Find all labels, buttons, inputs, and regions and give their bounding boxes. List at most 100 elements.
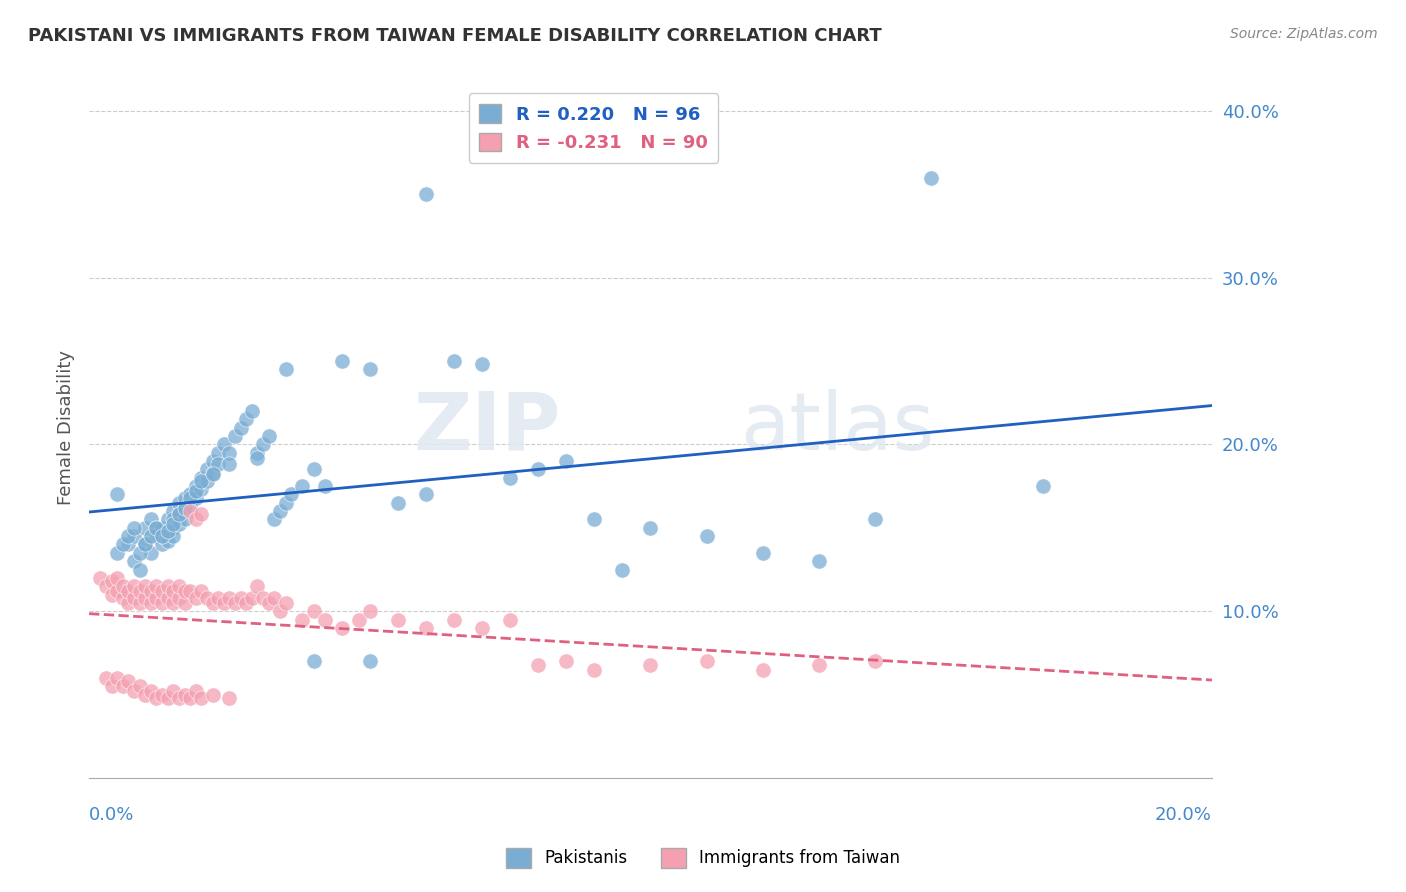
Point xyxy=(150,521,173,535)
Point xyxy=(201,466,224,480)
Point xyxy=(105,487,128,501)
Point xyxy=(162,684,184,698)
Point xyxy=(274,496,297,510)
Point xyxy=(612,562,634,576)
Point xyxy=(134,579,156,593)
Point xyxy=(212,437,235,451)
Point xyxy=(235,596,257,610)
Point xyxy=(167,508,190,522)
Point xyxy=(302,462,325,476)
Point xyxy=(752,546,775,560)
Point xyxy=(139,546,162,560)
Point xyxy=(314,479,336,493)
Point xyxy=(162,517,184,532)
Point xyxy=(235,412,257,426)
Point xyxy=(359,654,381,668)
Point xyxy=(190,474,212,488)
Point xyxy=(207,446,229,460)
Point xyxy=(240,591,263,605)
Point xyxy=(527,462,550,476)
Point xyxy=(555,654,578,668)
Point xyxy=(229,421,252,435)
Point xyxy=(145,521,167,535)
Text: PAKISTANI VS IMMIGRANTS FROM TAIWAN FEMALE DISABILITY CORRELATION CHART: PAKISTANI VS IMMIGRANTS FROM TAIWAN FEMA… xyxy=(28,27,882,45)
Point xyxy=(128,546,150,560)
Point xyxy=(100,574,122,589)
Point xyxy=(240,404,263,418)
Point xyxy=(184,479,207,493)
Point xyxy=(190,483,212,497)
Text: Source: ZipAtlas.com: Source: ZipAtlas.com xyxy=(1230,27,1378,41)
Point xyxy=(162,596,184,610)
Point xyxy=(179,584,201,599)
Point xyxy=(117,584,139,599)
Point xyxy=(190,584,212,599)
Point xyxy=(167,517,190,532)
Point xyxy=(117,596,139,610)
Point xyxy=(696,654,718,668)
Point xyxy=(920,170,942,185)
Point xyxy=(162,584,184,599)
Point xyxy=(94,671,117,685)
Point xyxy=(415,187,437,202)
Point xyxy=(291,479,314,493)
Point xyxy=(150,529,173,543)
Point xyxy=(145,529,167,543)
Point xyxy=(184,491,207,505)
Point xyxy=(257,596,280,610)
Point xyxy=(207,591,229,605)
Point xyxy=(190,690,212,705)
Point xyxy=(111,591,134,605)
Text: ZIP: ZIP xyxy=(413,389,561,467)
Point xyxy=(246,450,269,465)
Point xyxy=(195,462,218,476)
Point xyxy=(752,663,775,677)
Point xyxy=(257,429,280,443)
Point xyxy=(330,621,353,635)
Point xyxy=(302,654,325,668)
Point xyxy=(218,591,240,605)
Point xyxy=(122,579,145,593)
Point xyxy=(145,579,167,593)
Point xyxy=(105,584,128,599)
Point xyxy=(179,504,201,518)
Legend: Pakistanis, Immigrants from Taiwan: Pakistanis, Immigrants from Taiwan xyxy=(499,841,907,875)
Point xyxy=(302,604,325,618)
Point xyxy=(167,496,190,510)
Point xyxy=(139,529,162,543)
Text: 20.0%: 20.0% xyxy=(1156,806,1212,824)
Point xyxy=(179,499,201,513)
Point xyxy=(443,613,465,627)
Point xyxy=(218,446,240,460)
Point xyxy=(471,621,494,635)
Point xyxy=(156,690,179,705)
Point xyxy=(134,521,156,535)
Point xyxy=(201,454,224,468)
Point xyxy=(162,504,184,518)
Point xyxy=(190,471,212,485)
Point xyxy=(252,437,274,451)
Point xyxy=(359,604,381,618)
Point xyxy=(696,529,718,543)
Text: atlas: atlas xyxy=(741,389,935,467)
Point xyxy=(173,491,195,505)
Point xyxy=(280,487,302,501)
Point xyxy=(184,484,207,499)
Point xyxy=(111,679,134,693)
Point xyxy=(179,690,201,705)
Point xyxy=(128,562,150,576)
Point xyxy=(100,679,122,693)
Point xyxy=(640,657,662,672)
Point xyxy=(218,690,240,705)
Point xyxy=(89,571,111,585)
Point xyxy=(387,613,409,627)
Point xyxy=(167,508,190,522)
Point xyxy=(499,613,522,627)
Point xyxy=(156,591,179,605)
Point xyxy=(117,537,139,551)
Text: 0.0%: 0.0% xyxy=(89,806,135,824)
Y-axis label: Female Disability: Female Disability xyxy=(58,351,75,505)
Point xyxy=(128,584,150,599)
Point xyxy=(134,688,156,702)
Point xyxy=(195,591,218,605)
